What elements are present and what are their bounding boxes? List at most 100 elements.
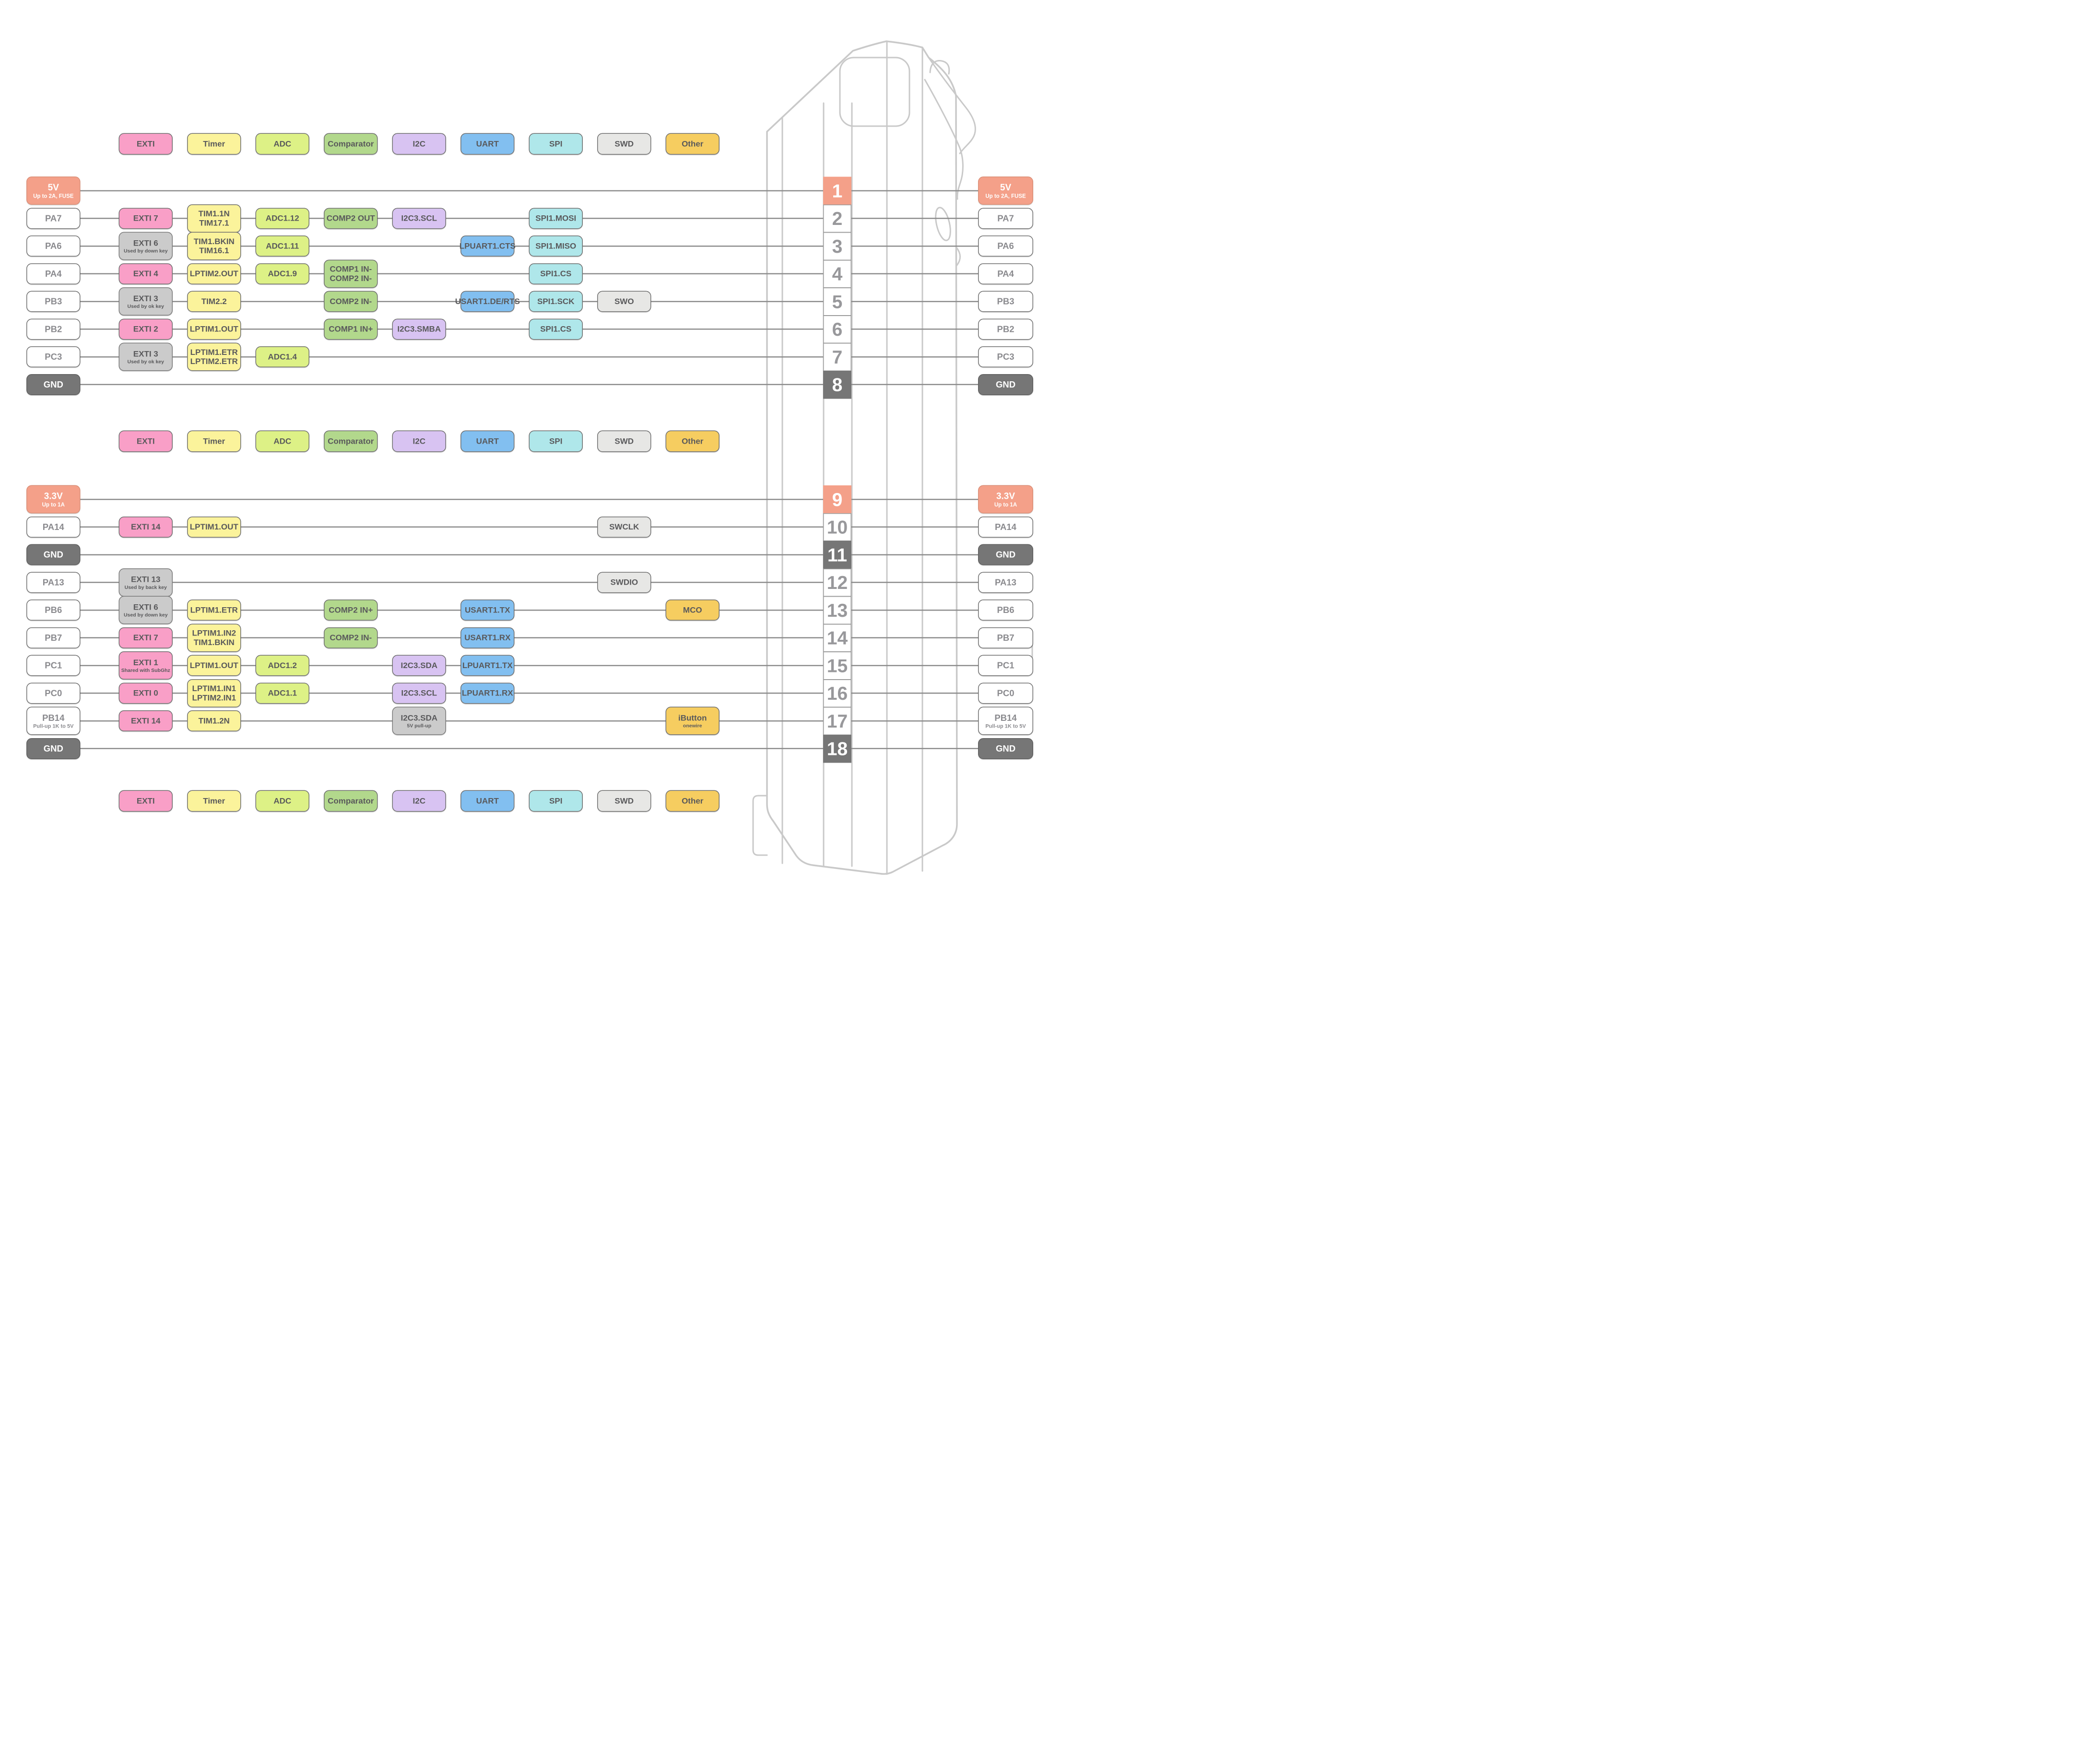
- pin-number-cell-13: 13: [823, 596, 851, 624]
- legend-item-label: SWD: [614, 139, 634, 149]
- feature-label: TIM1.1N TIM17.1: [198, 209, 230, 228]
- pin-label-text: PA13: [995, 577, 1016, 588]
- pin-label-text: GND: [43, 550, 63, 560]
- feature-box-exti: EXTI 14: [118, 516, 173, 538]
- pin-label-text: PC0: [45, 688, 62, 698]
- feature-box-exti: EXTI 1 Shared with SubGhz: [118, 651, 173, 680]
- legend-item-label: Timer: [203, 796, 225, 806]
- legend-item-uart: UART: [460, 133, 515, 155]
- pin-label-text: PB2: [45, 324, 62, 334]
- feature-label: ADC1.4: [268, 352, 297, 362]
- feature-box-adc: ADC1.9: [255, 263, 309, 284]
- wire-pin-18: [80, 748, 978, 749]
- pin-label-text: PA4: [45, 269, 62, 279]
- feature-box-comparator: COMP2 IN+: [324, 600, 378, 621]
- pin-label-text: PB3: [997, 296, 1015, 306]
- device-oval-cutout: [935, 207, 951, 241]
- legend-item-exti: EXTI: [118, 133, 173, 155]
- feature-box-adc: ADC1.12: [255, 208, 309, 229]
- legend-item-other: Other: [665, 133, 720, 155]
- feature-label: ADC1.1: [268, 688, 297, 698]
- pin-number-cell-10: 10: [823, 513, 851, 541]
- pin-number: 11: [827, 544, 848, 565]
- feature-box-swd: SWDIO: [597, 572, 651, 593]
- pin-label-text: PC1: [45, 660, 62, 670]
- pin-label-right-gnd: GND: [978, 544, 1033, 565]
- pin-label-text: PA7: [997, 213, 1014, 223]
- pin-label-right-pa4: PA4: [978, 263, 1033, 284]
- device-small-arc: [956, 247, 961, 266]
- legend-item-uart: UART: [460, 790, 515, 812]
- pin-number-cell-9: 9: [823, 485, 851, 514]
- feature-box-other: MCO: [665, 600, 720, 621]
- feature-box-timer: LPTIM1.ETR: [187, 600, 241, 621]
- pinout-canvas: EXTI Timer ADC Comparator I2C UART SPI SWD Other…: [0, 0, 1050, 876]
- legend-item-label: SPI: [549, 796, 563, 806]
- feature-box-i2c: I2C3.SCL: [392, 682, 446, 704]
- feature-box-uart: USART1.RX: [460, 627, 515, 648]
- pin-label-text: GND: [43, 743, 63, 753]
- feature-label: USART1.TX: [465, 605, 510, 615]
- pin-label-text: GND: [995, 743, 1016, 753]
- legend-item-label: I2C: [413, 436, 425, 446]
- legend-item-label: Other: [682, 436, 704, 446]
- feature-box-i2c: I2C3.SCL: [392, 208, 446, 229]
- feature-box-i2c: I2C3.SDA 5V pull-up: [392, 706, 446, 735]
- feature-box-comparator: COMP2 IN-: [324, 291, 378, 312]
- pin-label-left-pb6: PB6: [26, 600, 81, 621]
- pin-label-text: PB6: [997, 605, 1015, 615]
- legend-item-exti: EXTI: [118, 430, 173, 452]
- feature-label: LPUART1.CTS: [459, 241, 516, 251]
- wire-pin-14: [80, 637, 978, 638]
- feature-sublabel: Used by ok key: [127, 304, 164, 309]
- feature-box-timer: LPTIM1.ETR LPTIM2.ETR: [187, 342, 241, 371]
- pin-label-text: PB3: [45, 296, 62, 306]
- pin-label-text: PB7: [45, 633, 62, 643]
- feature-box-spi: SPI1.CS: [529, 318, 583, 340]
- pin-number-cell-15: 15: [823, 651, 851, 680]
- feature-label: EXTI 4: [133, 269, 158, 279]
- pin-label-text: PA7: [45, 213, 62, 223]
- pin-label-left-pb7: PB7: [26, 627, 81, 648]
- wire-pin-10: [80, 526, 978, 528]
- legend-item-label: EXTI: [136, 139, 155, 149]
- feature-box-spi: SPI1.SCK: [529, 291, 583, 312]
- legend-item-label: I2C: [413, 796, 425, 806]
- feature-box-timer: LPTIM1.OUT: [187, 655, 241, 676]
- feature-label: SWCLK: [609, 522, 639, 532]
- pin-label-text: PA4: [997, 269, 1014, 279]
- feature-label: LPTIM1.IN1 LPTIM2.IN1: [192, 684, 236, 703]
- device-usb-tab: [752, 795, 768, 856]
- feature-label: SPI1.CS: [540, 269, 572, 279]
- legend-item-label: Comparator: [328, 139, 374, 149]
- feature-label: EXTI 0: [133, 688, 158, 698]
- feature-box-uart: USART1.TX: [460, 600, 515, 621]
- feature-sublabel: Used by down key: [123, 248, 168, 254]
- pin-number: 5: [832, 291, 843, 312]
- feature-box-timer: LPTIM2.OUT: [187, 263, 241, 284]
- feature-box-adc: ADC1.2: [255, 655, 309, 676]
- pin-label-right-pc0: PC0: [978, 682, 1033, 704]
- feature-label: USART1.DE/RTS: [455, 296, 520, 306]
- feature-label: LPTIM1.OUT: [189, 324, 238, 334]
- feature-box-spi: SPI1.CS: [529, 263, 583, 284]
- feature-sublabel: Used by ok key: [127, 359, 164, 365]
- feature-box-spi: SPI1.MISO: [529, 235, 583, 257]
- feature-label: ADC1.11: [266, 241, 299, 251]
- legend-item-adc: ADC: [255, 430, 309, 452]
- feature-label: TIM2.2: [201, 296, 227, 306]
- feature-box-timer: LPTIM1.IN2 TIM1.BKIN: [187, 623, 241, 652]
- feature-box-uart: LPUART1.RX: [460, 682, 515, 704]
- pin-number-cell-6: 6: [823, 315, 851, 344]
- wire-pin-17: [80, 720, 978, 722]
- feature-box-exti: EXTI 2: [118, 318, 173, 340]
- pin-label-text: PB2: [997, 324, 1015, 334]
- feature-box-i2c: I2C3.SDA: [392, 655, 446, 676]
- pin-label-left-3.3v: 3.3V Up to 1A: [26, 485, 81, 514]
- feature-label: LPUART1.TX: [462, 660, 513, 670]
- pin-label-right-pa7: PA7: [978, 208, 1033, 229]
- pin-label-text: PB14: [42, 713, 65, 723]
- feature-box-timer: TIM1.2N: [187, 710, 241, 731]
- pin-label-left-pc0: PC0: [26, 682, 81, 704]
- legend-item-comparator: Comparator: [324, 790, 378, 812]
